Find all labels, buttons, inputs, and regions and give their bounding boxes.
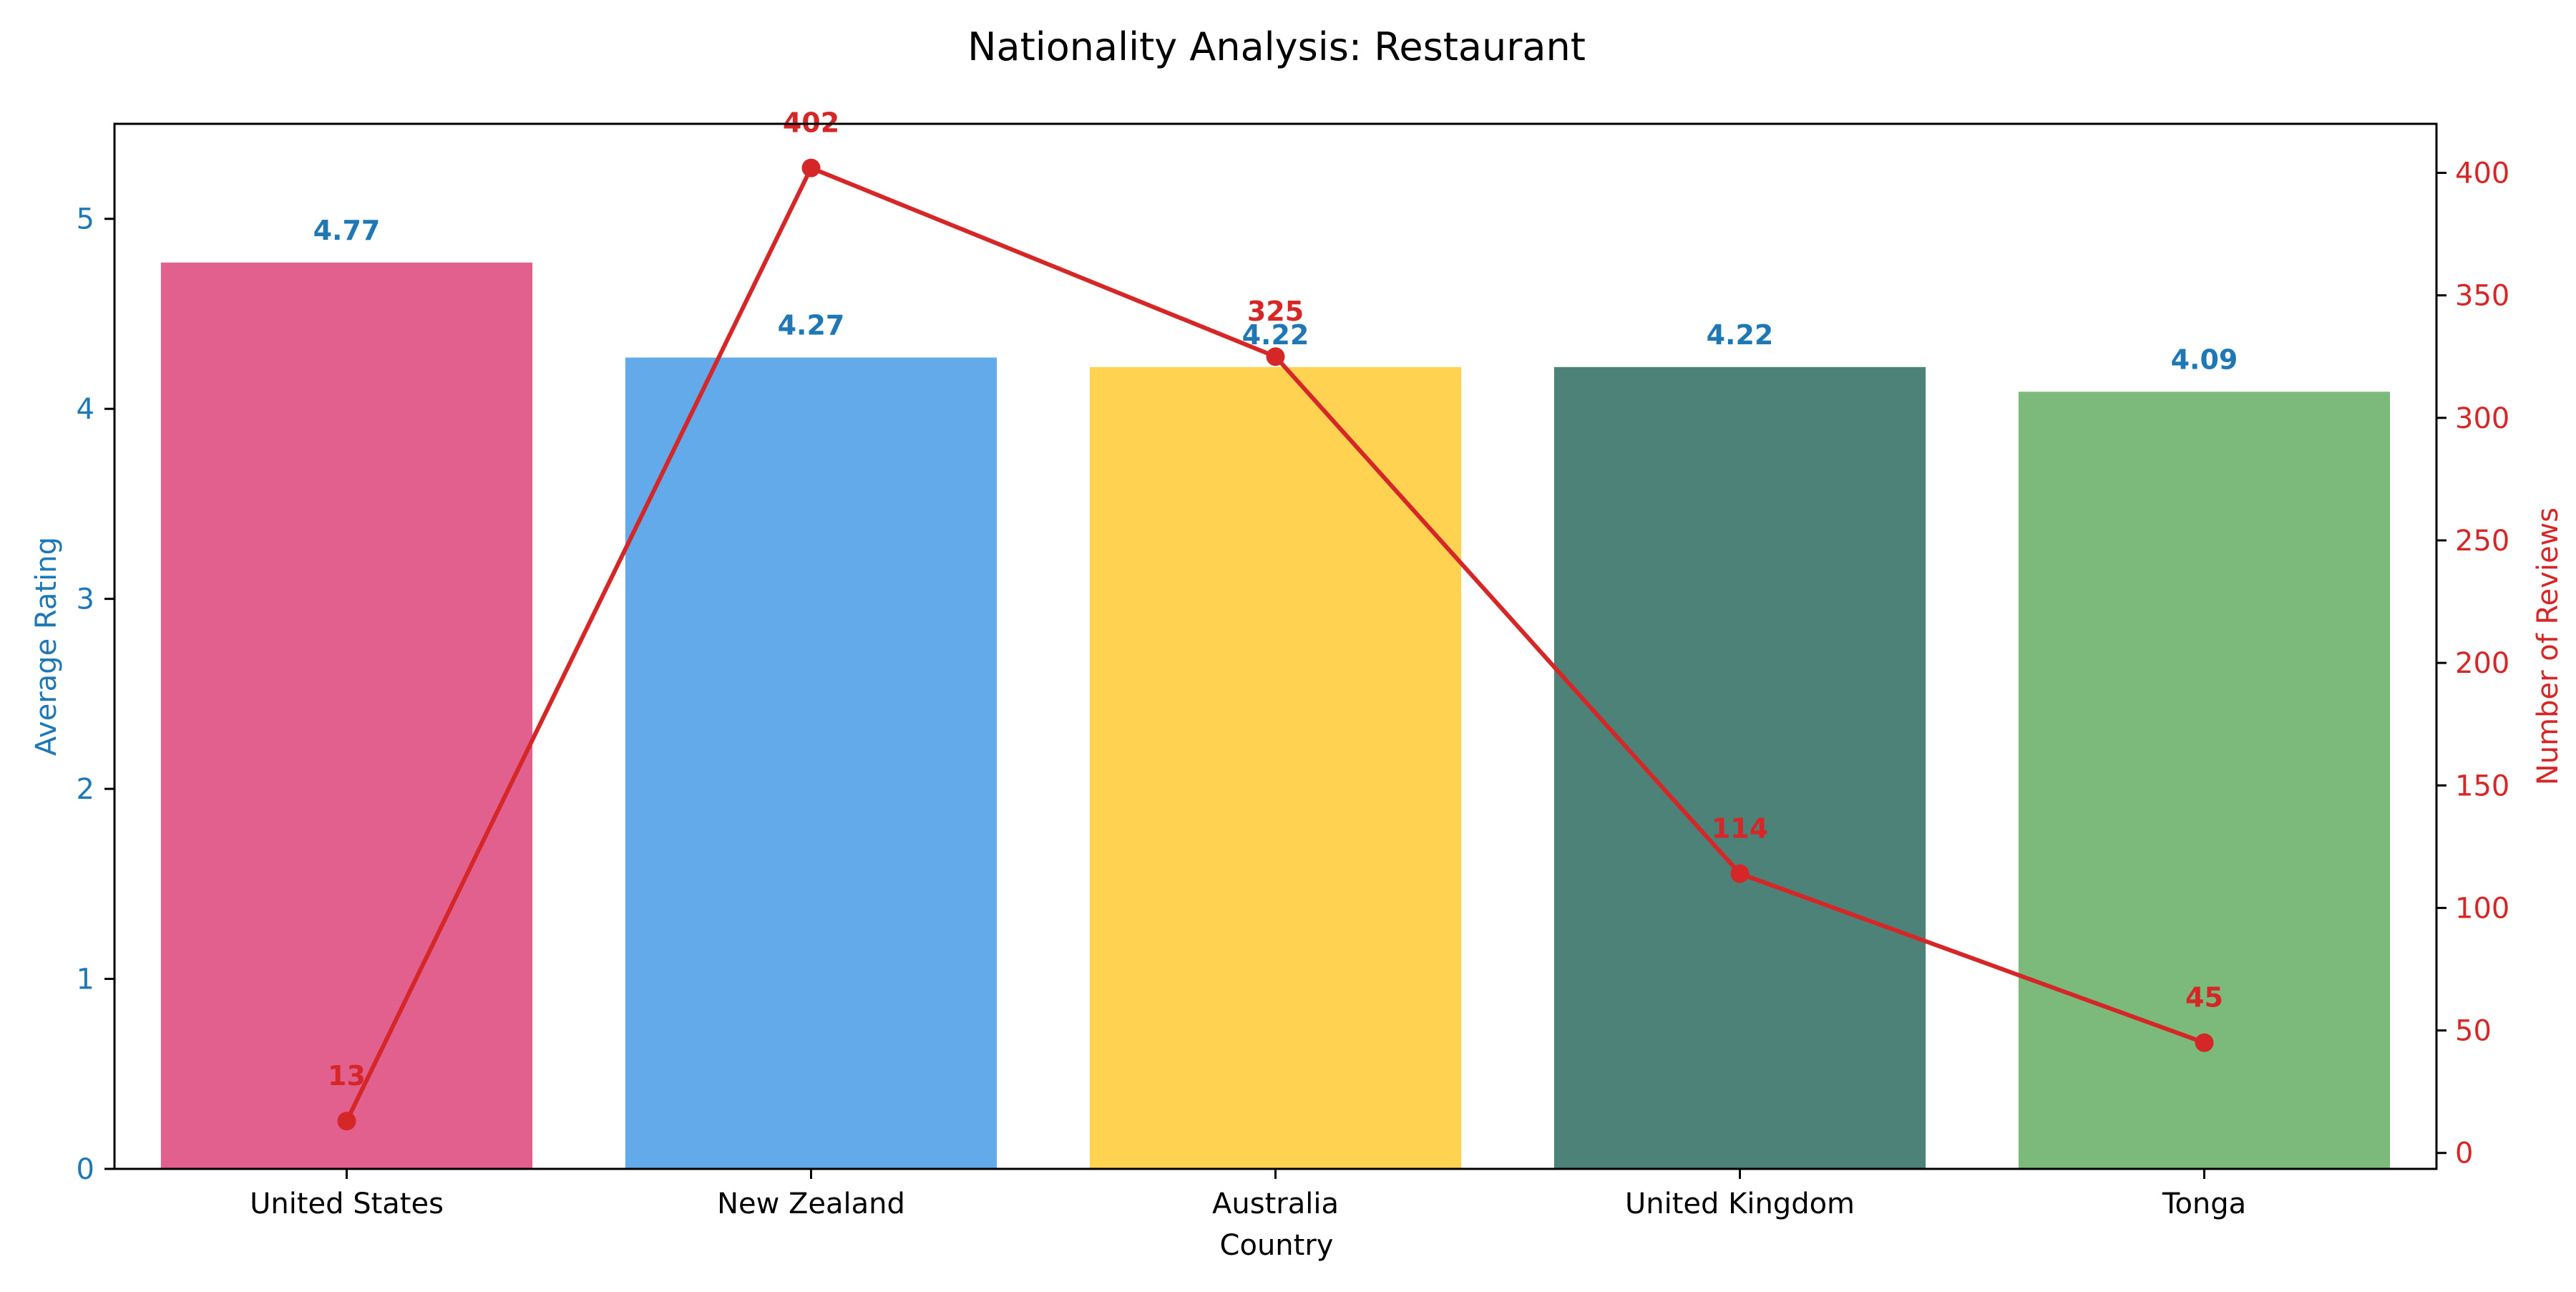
- y-tick-label-0: 0: [77, 1153, 94, 1186]
- y2-tick-label-1: 50: [2455, 1015, 2492, 1048]
- y-tick-label-2: 2: [77, 773, 94, 806]
- y-tick-label-1: 1: [77, 963, 94, 996]
- bar-1: [625, 357, 997, 1170]
- bar-value-label-2: 4.22: [1242, 319, 1309, 351]
- reviews-point-3: [1730, 864, 1750, 883]
- y-axis-label: Average Rating: [30, 537, 63, 756]
- y-tick-label-5: 5: [77, 203, 94, 236]
- bar-value-label-3: 4.22: [1707, 319, 1774, 351]
- bar-0: [160, 262, 533, 1169]
- bar-3: [1553, 366, 1926, 1170]
- reviews-point-4: [2195, 1033, 2214, 1052]
- x-tick-label-3: United Kingdom: [1625, 1187, 1855, 1220]
- y2-tick-label-0: 0: [2455, 1137, 2473, 1170]
- reviews-point-1: [801, 158, 821, 178]
- reviews-point-2: [1266, 347, 1285, 366]
- bar-value-label-4: 4.09: [2171, 344, 2238, 375]
- bar-value-label-0: 4.77: [313, 215, 381, 246]
- y2-tick-label-2: 100: [2455, 892, 2509, 925]
- x-tick-label-0: United States: [250, 1187, 444, 1220]
- line-value-label-2: 325: [1247, 296, 1304, 327]
- line-value-label-0: 13: [328, 1060, 366, 1092]
- y-tick-label-4: 4: [77, 393, 94, 426]
- x-tick-label-4: Tonga: [2162, 1187, 2246, 1220]
- y2-tick-label-4: 200: [2455, 647, 2509, 680]
- bar-2: [1089, 366, 1462, 1170]
- bars-layer: [160, 262, 2391, 1170]
- y2-tick-label-7: 350: [2455, 280, 2509, 313]
- chart-title: Nationality Analysis: Restaurant: [967, 24, 1586, 69]
- reviews-point-0: [337, 1112, 356, 1131]
- y2-tick-label-6: 300: [2455, 402, 2509, 435]
- y-tick-label-3: 3: [77, 583, 94, 616]
- bar-4: [2018, 392, 2391, 1169]
- y2-tick-label-8: 400: [2455, 157, 2509, 190]
- x-axis-label: Country: [1220, 1229, 1334, 1262]
- line-value-label-3: 114: [1712, 813, 1768, 845]
- x-tick-label-1: New Zealand: [717, 1187, 905, 1220]
- x-tick-label-2: Australia: [1212, 1187, 1339, 1220]
- y2-tick-label-5: 250: [2455, 525, 2509, 558]
- y2-axis-label: Number of Reviews: [2532, 507, 2565, 785]
- bar-value-label-1: 4.27: [778, 310, 845, 341]
- line-layer: [337, 158, 2214, 1131]
- y2-tick-label-3: 150: [2455, 769, 2509, 802]
- line-value-label-4: 45: [2185, 982, 2223, 1014]
